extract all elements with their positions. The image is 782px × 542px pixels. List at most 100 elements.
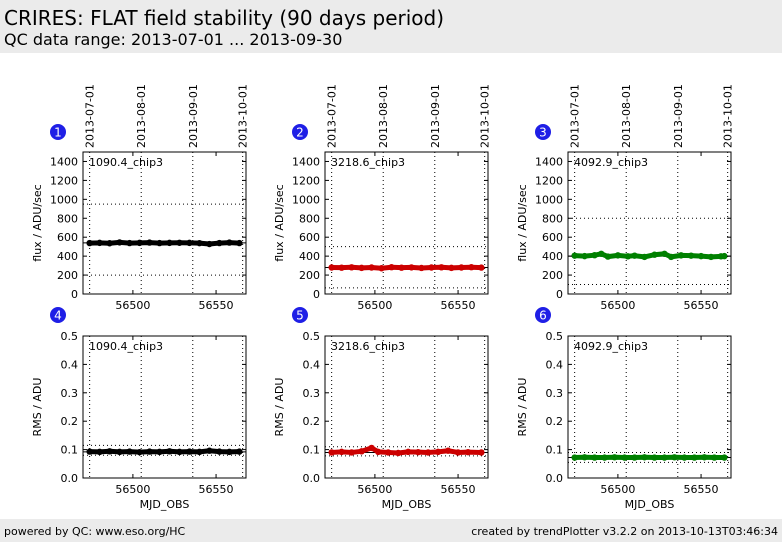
x-tick-label: 56500	[600, 483, 635, 496]
data-point	[196, 448, 203, 456]
data-point	[641, 454, 648, 461]
chip-label: 3218.6_chip3	[331, 340, 405, 353]
y-tick-label: 0	[313, 288, 320, 301]
data-point	[604, 253, 612, 260]
plot-frame	[567, 151, 732, 295]
data-point	[388, 264, 395, 271]
report-footer: powered by QC: www.eso.org/HC created by…	[0, 519, 782, 542]
data-point	[216, 239, 223, 247]
data-point	[697, 252, 705, 260]
y-tick-label: 400	[57, 250, 78, 263]
data-point	[624, 253, 632, 260]
date-tick-label: 2013-09-01	[672, 84, 685, 148]
y-tick-label: 800	[57, 212, 78, 225]
date-tick-label: 2013-10-01	[237, 84, 250, 148]
panel-4: 4 0.0 0.1 0.2 0.3 0.4 0.5 56500 56550 1090.4_chip…	[31, 307, 247, 511]
panel-6: 6 0.0 0.1 0.2 0.3 0.4 0.5 56500 56550 4092.9_chip…	[516, 307, 732, 511]
date-tick-label: 2013-08-01	[135, 84, 148, 148]
y-axis-label: RMS / ADU	[516, 378, 529, 437]
data-point	[156, 448, 163, 456]
panel-number: 5	[296, 309, 304, 323]
data-point	[458, 264, 465, 271]
panel-1: 1 0 200 400 600 800 1000 1200 1400 56500 56550 1090…	[31, 84, 250, 312]
data-point	[454, 449, 462, 456]
data-point	[136, 239, 143, 247]
y-tick-label: 0.0	[546, 472, 564, 485]
data-point	[236, 239, 243, 247]
y-tick-label: 0.5	[61, 330, 79, 343]
y-tick-label: 0.1	[546, 444, 564, 457]
data-point	[667, 253, 675, 261]
y-tick-label: 0.1	[61, 444, 79, 457]
data-point	[226, 239, 233, 246]
panel-number: 6	[539, 309, 547, 323]
y-tick-label: 1000	[535, 193, 563, 206]
data-point	[448, 264, 455, 272]
data-point	[156, 239, 163, 247]
y-tick-label: 200	[299, 269, 320, 282]
data-point	[404, 448, 412, 456]
y-tick-label: 200	[542, 269, 563, 282]
panel-2: 2 0 200 400 600 800 1000 1200 1400 56500 56550 3218…	[273, 84, 492, 312]
y-tick-label: 1400	[535, 155, 563, 168]
y-tick-label: 0.4	[61, 358, 79, 371]
data-point	[126, 448, 133, 455]
data-point	[196, 239, 203, 247]
plot-frame	[82, 151, 247, 295]
y-axis-label: flux / ADU/sec	[273, 184, 286, 261]
panel-number: 4	[54, 309, 62, 323]
data-point	[631, 454, 638, 461]
data-point	[581, 454, 588, 461]
x-tick-label: 56500	[357, 483, 392, 496]
y-tick-label: 0.3	[546, 387, 564, 400]
data-point	[581, 252, 588, 260]
y-tick-label: 1200	[50, 174, 78, 187]
y-tick-label: 600	[542, 231, 563, 244]
page-title: CRIRES: FLAT field stability (90 days pe…	[4, 6, 445, 30]
data-point	[687, 252, 695, 259]
data-point	[611, 454, 618, 461]
chip-label: 1090.4_chip3	[89, 156, 163, 169]
data-point	[438, 264, 445, 271]
y-tick-label: 400	[299, 250, 320, 263]
panel-number-badge	[292, 307, 308, 323]
y-tick-label: 1200	[535, 174, 563, 187]
data-point	[378, 265, 385, 272]
y-tick-label: 0.5	[546, 330, 564, 343]
data-point	[328, 449, 335, 456]
panel-number-badge	[535, 307, 551, 323]
data-point	[651, 454, 658, 461]
data-point	[236, 448, 243, 455]
data-point	[176, 448, 183, 456]
data-point	[598, 250, 605, 257]
data-point	[206, 240, 213, 248]
y-tick-label: 0.3	[61, 387, 79, 400]
y-tick-label: 0.2	[61, 415, 79, 428]
y-tick-label: 0.4	[303, 358, 321, 371]
data-point	[601, 454, 608, 461]
y-tick-label: 1400	[50, 155, 78, 168]
data-point	[711, 454, 718, 461]
data-point	[651, 251, 658, 258]
data-point	[86, 239, 93, 247]
date-tick-label: 2013-07-01	[569, 84, 582, 148]
data-point	[385, 449, 392, 456]
data-point	[206, 447, 213, 454]
report-header: CRIRES: FLAT field stability (90 days pe…	[0, 0, 782, 53]
y-tick-label: 0.0	[61, 472, 79, 485]
date-tick-label: 2013-08-01	[620, 84, 633, 148]
date-tick-label: 2013-07-01	[326, 84, 339, 148]
data-series	[329, 264, 484, 271]
data-point	[368, 264, 375, 271]
data-point	[166, 239, 173, 247]
x-tick-label: 56550	[441, 299, 476, 312]
data-point	[116, 448, 123, 456]
data-point	[328, 264, 335, 271]
date-tick-label: 2013-08-01	[377, 84, 390, 148]
x-tick-label: 56500	[600, 299, 635, 312]
panel-number: 3	[539, 126, 547, 140]
data-point	[691, 454, 698, 461]
panel-number-badge	[50, 307, 66, 323]
data-point	[116, 239, 123, 246]
plot-frame	[324, 335, 489, 479]
